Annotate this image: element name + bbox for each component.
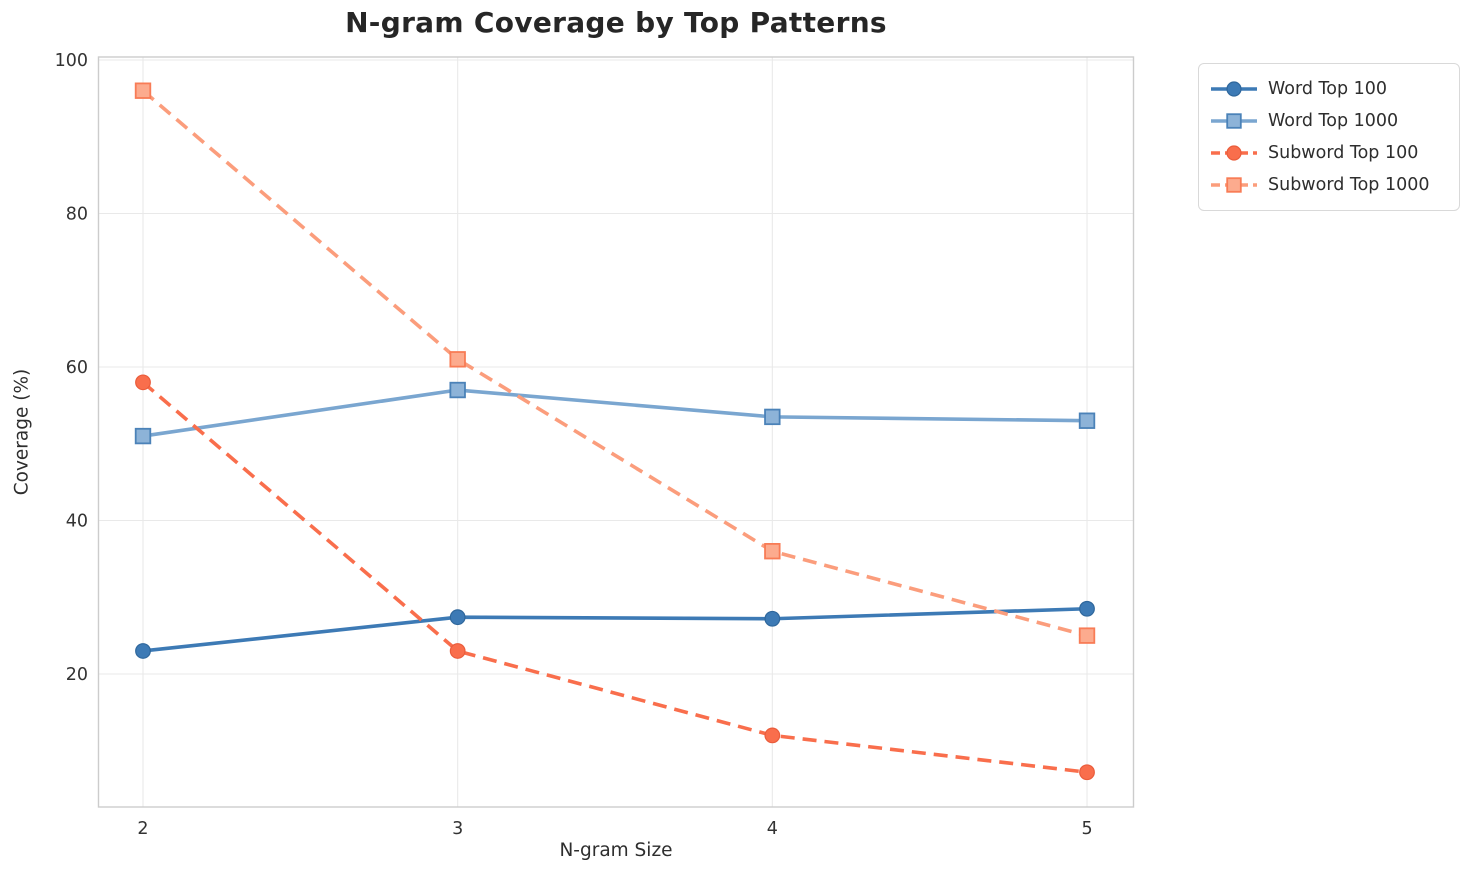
legend-item-subword-top-100: Subword Top 100 xyxy=(1210,137,1445,169)
legend: Word Top 100 Word Top 1000 Subword Top 100… xyxy=(1198,63,1460,211)
marker-subword-top-1000 xyxy=(764,543,781,560)
legend-item-word-top-1000: Word Top 1000 xyxy=(1210,105,1445,137)
marker-word-top-1000 xyxy=(449,381,466,399)
legend-square-marker-icon xyxy=(1211,113,1257,129)
y-tick-label: 80 xyxy=(66,205,88,225)
y-tick-label: 20 xyxy=(66,665,88,685)
x-tick-label: 5 xyxy=(1081,819,1092,839)
marker-subword-top-100 xyxy=(764,727,781,744)
marker-word-top-100 xyxy=(135,643,151,659)
y-tick-label: 100 xyxy=(55,51,88,71)
legend-square-marker-icon xyxy=(1211,177,1257,193)
x-tick-label: 2 xyxy=(137,819,148,839)
x-tick-label: 4 xyxy=(767,819,778,839)
legend-label: Subword Top 100 xyxy=(1268,143,1419,163)
legend-label: Subword Top 1000 xyxy=(1268,175,1430,195)
marker-word-top-1000 xyxy=(134,427,152,445)
marker-word-top-100 xyxy=(449,609,466,626)
axes-spines xyxy=(97,56,1135,808)
marker-subword-top-100 xyxy=(135,374,151,391)
marker-word-top-100 xyxy=(764,610,781,627)
marker-subword-top-1000 xyxy=(134,82,152,99)
marker-subword-top-1000 xyxy=(449,351,466,368)
legend-label: Word Top 100 xyxy=(1268,79,1388,99)
y-axis-label: Coverage (%) xyxy=(11,368,33,496)
legend-item-subword-top-1000: Subword Top 1000 xyxy=(1210,169,1445,201)
marker-subword-top-100 xyxy=(1079,764,1095,781)
x-axis-label: N-gram Size xyxy=(559,840,673,861)
series-line-subword-top-100 xyxy=(141,380,1088,775)
x-tick-label: 3 xyxy=(452,819,463,839)
marker-word-top-1000 xyxy=(1078,412,1096,429)
legend-item-word-top-100: Word Top 100 xyxy=(1210,73,1445,105)
series-line-subword-top-1000 xyxy=(141,89,1088,638)
legend-label: Word Top 1000 xyxy=(1268,111,1399,131)
y-tick-label: 40 xyxy=(66,512,88,532)
marker-word-top-100 xyxy=(1079,600,1095,617)
marker-word-top-1000 xyxy=(764,408,781,426)
legend-circle-marker-icon xyxy=(1211,145,1257,161)
legend-circle-marker-icon xyxy=(1211,81,1257,97)
marker-subword-top-100 xyxy=(449,643,466,659)
marker-subword-top-1000 xyxy=(1078,627,1096,644)
chart-title: N-gram Coverage by Top Patterns xyxy=(345,6,887,39)
series-line-word-top-100 xyxy=(142,606,1088,653)
y-tick-label: 60 xyxy=(66,358,88,378)
series-line-word-top-1000 xyxy=(142,388,1088,438)
